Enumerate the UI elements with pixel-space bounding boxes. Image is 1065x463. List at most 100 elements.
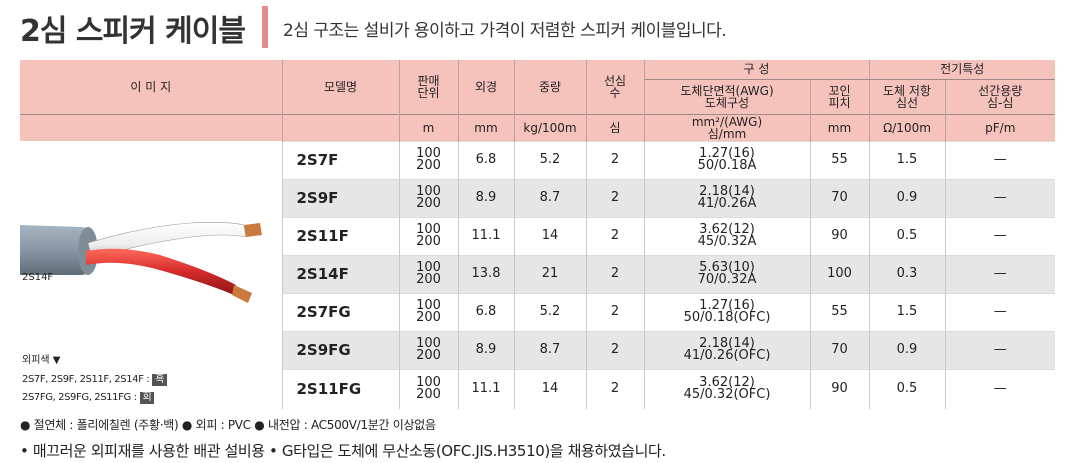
cell-capacitance: — (944, 140, 1056, 179)
cell-model: 2S7F (281, 140, 399, 179)
title-accent-bar (262, 6, 268, 48)
cell-outer-diameter: 11.1 (457, 368, 514, 409)
header-capacitance: 선간용량 심-심 (944, 79, 1056, 114)
cell-sales-unit: 100 200 (398, 292, 458, 331)
table-row: 2S9F 100 200 8.9 8.7 2 2.18(14) 41/0.26A 7… (20, 178, 1056, 217)
cell-weight: 14 (513, 368, 586, 409)
cell-outer-diameter: 13.8 (457, 254, 514, 293)
cell-outer-diameter: 6.8 (457, 292, 514, 331)
header-composition: 구 성 (643, 60, 869, 80)
cell-twist-pitch: 70 (809, 178, 869, 217)
unit-weight: kg/100m (513, 113, 586, 141)
sheath-color-gray-line: 2S7FG, 2S9FG, 2S11FG :회 (22, 392, 155, 404)
table-row: 2S14F 외피색 ▼ 2S7F, 2S9F, 2S11F, 2S14F :흑 … (20, 140, 1056, 409)
spec-footnote: ● 절연체 : 폴리에칠렌 (주황·백) ● 외피 : PVC ● 내전압 : … (20, 418, 436, 432)
cell-weight: 21 (513, 254, 586, 293)
cell-conductor-area: 1.27(16) 50/0.18A (643, 140, 810, 179)
cell-sales-unit: 100 200 (398, 140, 458, 179)
header-image: 이 미 지 (20, 60, 282, 114)
header-outer-diameter: 외경 (457, 60, 514, 114)
cell-model: 2S11FG (281, 368, 399, 409)
cell-weight: 5.2 (513, 292, 586, 331)
header-conductor-area: 도체단면적(AWG) 도체구성 (643, 79, 810, 114)
spec-table: 이 미 지 모델명 판매 단위 외경 중량 선심 수 구 성 전기특성 도체단면적(… (20, 60, 1056, 409)
unit-capacitance: pF/m (944, 113, 1056, 141)
cell-conductor-area: 3.62(12) 45/0.32A (643, 216, 810, 255)
cell-sales-unit: 100 200 (398, 178, 458, 217)
cell-cores: 2 (585, 254, 644, 293)
header-resistance: 도체 저항 심선 (868, 79, 945, 114)
cell-cores: 2 (585, 330, 644, 369)
cell-conductor-area: 2.18(14) 41/0.26(OFC) (643, 330, 810, 369)
sheath-color-heading: 외피색 ▼ (22, 355, 61, 366)
cell-cores: 2 (585, 292, 644, 331)
cell-weight: 14 (513, 216, 586, 255)
cell-model: 2S7FG (281, 292, 399, 331)
sheath-color-black-line: 2S7F, 2S9F, 2S11F, 2S14F :흑 (22, 374, 168, 386)
cell-cores: 2 (585, 178, 644, 217)
header-weight: 중량 (513, 60, 586, 114)
header-model: 모델명 (281, 60, 399, 114)
cell-weight: 8.7 (513, 330, 586, 369)
cell-resistance: 0.9 (868, 330, 945, 369)
cell-conductor-area: 3.62(12) 45/0.32(OFC) (643, 368, 810, 409)
cell-twist-pitch: 55 (809, 140, 869, 179)
cell-cores: 2 (585, 140, 644, 179)
cell-outer-diameter: 8.9 (457, 178, 514, 217)
cell-resistance: 0.5 (868, 368, 945, 409)
cell-twist-pitch: 90 (809, 216, 869, 255)
unit-cores: 심 (585, 113, 644, 141)
cable-image (20, 222, 262, 303)
unit-resistance: Ω/100m (868, 113, 945, 141)
cell-capacitance: — (944, 292, 1056, 331)
cell-sales-unit: 100 200 (398, 330, 458, 369)
page-title: 2심 스피커 케이블 (20, 14, 246, 49)
product-image-panel: 2S14F 외피색 ▼ 2S7F, 2S9F, 2S11F, 2S14F :흑 … (20, 141, 282, 409)
header-electrical: 전기특성 (868, 60, 1056, 80)
cell-resistance: 0.9 (868, 178, 945, 217)
unit-conductor-area: mm²/(AWG) 심/mm (643, 113, 810, 141)
cell-cores: 2 (585, 216, 644, 255)
cell-resistance: 1.5 (868, 292, 945, 331)
cell-cores: 2 (585, 368, 644, 409)
cable-model-label: 2S14F (22, 272, 54, 283)
table-row: 2S11FG 100 200 11.1 14 2 3.62(12) 45/0.32(… (20, 368, 1056, 409)
page-header: 2심 스피커 케이블 2심 구조는 설비가 용이하고 가격이 저렴한 스피커 케… (0, 0, 1065, 56)
cell-twist-pitch: 55 (809, 292, 869, 331)
unit-outer-diameter: mm (457, 113, 514, 141)
cell-model: 2S14F (281, 254, 399, 293)
cell-weight: 5.2 (513, 140, 586, 179)
cell-outer-diameter: 11.1 (457, 216, 514, 255)
cell-resistance: 0.3 (868, 254, 945, 293)
units-image-blank (20, 113, 282, 141)
cell-outer-diameter: 6.8 (457, 140, 514, 179)
color-badge-gray: 회 (139, 392, 155, 404)
page-subtitle: 2심 구조는 설비가 용이하고 가격이 저렴한 스피커 케이블입니다. (283, 21, 727, 41)
cell-capacitance: — (944, 178, 1056, 217)
cell-sales-unit: 100 200 (398, 368, 458, 409)
cell-conductor-area: 2.18(14) 41/0.26A (643, 178, 810, 217)
header-cores: 선심 수 (585, 60, 644, 114)
table-row: 2S11F 100 200 11.1 14 2 3.62(12) 45/0.32A … (20, 216, 1056, 255)
header-twist-pitch: 꼬인 피치 (809, 79, 869, 114)
cell-capacitance: — (944, 368, 1056, 409)
units-model-blank (281, 113, 399, 141)
cell-twist-pitch: 70 (809, 330, 869, 369)
cell-sales-unit: 100 200 (398, 216, 458, 255)
table-row: 2S14F 100 200 13.8 21 2 5.63(10) 70/0.32A … (20, 254, 1056, 293)
cell-outer-diameter: 8.9 (457, 330, 514, 369)
table-row: 2S7FG 100 200 6.8 5.2 2 1.27(16) 50/0.18(O… (20, 292, 1056, 331)
cell-twist-pitch: 100 (809, 254, 869, 293)
color-badge-black: 흑 (152, 374, 168, 386)
unit-twist-pitch: mm (809, 113, 869, 141)
cell-resistance: 1.5 (868, 140, 945, 179)
table-row: 2S9FG 100 200 8.9 8.7 2 2.18(14) 41/0.26(O… (20, 330, 1056, 369)
cell-model: 2S9FG (281, 330, 399, 369)
header-sales-unit: 판매 단위 (398, 60, 458, 114)
cell-capacitance: — (944, 330, 1056, 369)
unit-sales: m (398, 113, 458, 141)
cell-conductor-area: 1.27(16) 50/0.18(OFC) (643, 292, 810, 331)
usage-footnote: • 매끄러운 외피재를 사용한 배관 설비용 • G타입은 도체에 무산소동(O… (20, 442, 666, 460)
cell-model: 2S9F (281, 178, 399, 217)
cell-sales-unit: 100 200 (398, 254, 458, 293)
